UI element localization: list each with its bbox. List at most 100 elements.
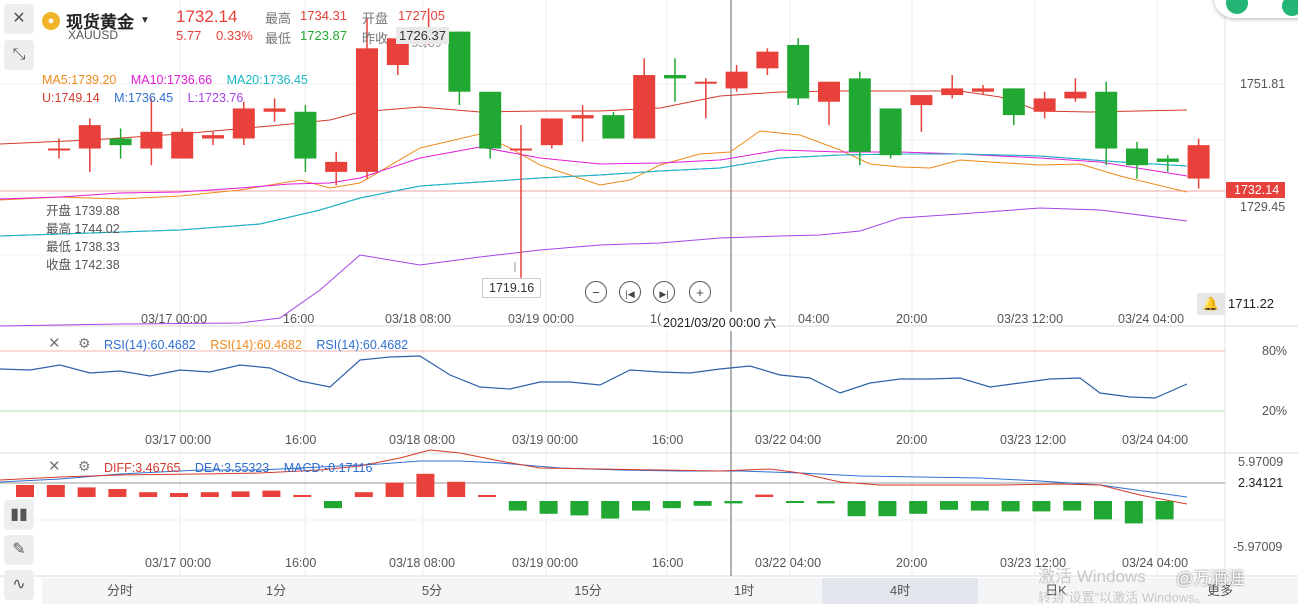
candle-body[interactable] bbox=[602, 115, 625, 139]
candle-body[interactable] bbox=[941, 88, 964, 96]
macd-bar bbox=[46, 485, 65, 497]
candle-body[interactable] bbox=[972, 88, 994, 92]
macd-bar bbox=[940, 501, 958, 510]
candle-body[interactable] bbox=[633, 75, 656, 139]
draw-tool-button[interactable]: ✎ bbox=[4, 535, 34, 565]
indicator-button[interactable]: ∿ bbox=[4, 570, 34, 600]
rsi-close-icon[interactable]: ✕ bbox=[48, 335, 61, 352]
close-icon: ✕ bbox=[12, 10, 26, 27]
low-value: 1723.87 bbox=[300, 28, 347, 43]
rsi-settings-icon[interactable]: ⚙ bbox=[78, 335, 91, 351]
zoom-in-icon: + bbox=[696, 285, 704, 300]
timeframe-4h[interactable]: 4时 bbox=[822, 578, 978, 604]
ma20-line bbox=[0, 153, 1188, 237]
collapse-icon: ⤡ bbox=[12, 46, 26, 63]
time-label: 03/17 00:00 bbox=[145, 556, 212, 570]
macd-axis-top: 5.97009 bbox=[1238, 455, 1284, 469]
symbol-code: XAUUSD bbox=[68, 28, 119, 42]
alert-button[interactable]: 🔔 bbox=[1197, 293, 1225, 315]
tooltip-open: 开盘 1739.88 bbox=[46, 204, 120, 218]
macd-axis-bottom: -5.97009 bbox=[1233, 540, 1283, 554]
timeframe-bar bbox=[42, 578, 1298, 604]
prev-close-label: 昨收 bbox=[362, 31, 389, 46]
candle-body[interactable] bbox=[540, 118, 563, 146]
time-label: 03/23 12:00 bbox=[1000, 433, 1067, 447]
tooltip-close: 收盘 1742.38 bbox=[46, 258, 120, 272]
candle-body[interactable] bbox=[232, 108, 255, 139]
macd-bar bbox=[1032, 501, 1051, 512]
rsi-level-low: 20% bbox=[1262, 404, 1288, 418]
close-button[interactable]: ✕ bbox=[4, 4, 34, 34]
zoom-in-button[interactable]: + bbox=[689, 281, 711, 303]
collapse-button[interactable]: ⤡ bbox=[4, 40, 34, 70]
candle-body[interactable] bbox=[1156, 158, 1179, 162]
time-label: 20:00 bbox=[896, 312, 928, 326]
candle-body[interactable] bbox=[356, 48, 378, 172]
candle-body[interactable] bbox=[1187, 145, 1210, 179]
widget-badge-icon bbox=[1282, 0, 1298, 16]
macd-close-icon[interactable]: ✕ bbox=[48, 458, 61, 475]
macd-bar bbox=[139, 492, 158, 497]
floating-widget[interactable] bbox=[1214, 0, 1298, 18]
candle-body[interactable] bbox=[910, 95, 933, 106]
candle-body[interactable] bbox=[263, 108, 286, 112]
macd-bar bbox=[601, 501, 620, 519]
candle-body[interactable] bbox=[479, 91, 502, 149]
candle-body[interactable] bbox=[325, 161, 348, 172]
candle-body[interactable] bbox=[202, 135, 224, 139]
candle-body[interactable] bbox=[510, 148, 532, 151]
ma5-label: MA5:1739.20 bbox=[42, 73, 117, 87]
rsi-label-3: RSI(14):60.4682 bbox=[316, 338, 409, 352]
candle-body[interactable] bbox=[664, 75, 686, 79]
macd-bar bbox=[16, 485, 34, 497]
prev-button[interactable]: |◀ bbox=[619, 281, 641, 303]
macd-bar bbox=[293, 495, 312, 497]
candle-body[interactable] bbox=[448, 31, 471, 92]
candle-body[interactable] bbox=[1033, 98, 1056, 112]
candle-body[interactable] bbox=[756, 51, 779, 69]
candle-body[interactable] bbox=[571, 115, 594, 119]
timeframe-fenshi[interactable]: 分时 bbox=[106, 583, 133, 598]
candle-body[interactable] bbox=[818, 81, 840, 102]
candle-body[interactable] bbox=[1002, 88, 1025, 116]
timeframe-5m[interactable]: 5分 bbox=[421, 583, 443, 598]
ma20-label: MA20:1736.45 bbox=[226, 73, 308, 87]
candle-body[interactable] bbox=[78, 125, 101, 149]
candle-style-button[interactable]: ▮▮ bbox=[4, 500, 34, 530]
candle-body[interactable] bbox=[725, 71, 748, 89]
zoom-out-icon: − bbox=[592, 285, 600, 300]
timeframe-1m[interactable]: 1分 bbox=[265, 583, 287, 598]
candle-body[interactable] bbox=[694, 81, 717, 84]
macd-bar bbox=[262, 490, 281, 497]
symbol-selector[interactable]: ● 现货黄金 ▼ bbox=[42, 8, 150, 33]
macd-bar bbox=[1094, 501, 1112, 520]
candle-body[interactable] bbox=[294, 111, 317, 159]
next-button[interactable]: ▶| bbox=[653, 281, 675, 303]
zoom-out-button[interactable]: − bbox=[585, 281, 607, 303]
macd-settings-icon[interactable]: ⚙ bbox=[78, 458, 91, 474]
candle-body[interactable] bbox=[109, 138, 132, 146]
timeframe-15m[interactable]: 15分 bbox=[574, 583, 602, 598]
rsi-legend: RSI(14):60.4682 RSI(14):60.4682 RSI(14):… bbox=[104, 336, 418, 354]
current-price-tag: 1732.14 bbox=[1226, 182, 1286, 198]
rsi-level-high: 80% bbox=[1262, 344, 1288, 358]
candle-body[interactable] bbox=[48, 148, 70, 151]
candle-body[interactable] bbox=[1126, 148, 1148, 166]
macd-bar bbox=[693, 501, 712, 506]
candle-body[interactable] bbox=[879, 108, 902, 156]
candle-body[interactable] bbox=[1064, 91, 1087, 99]
macd-diff-line bbox=[0, 449, 1188, 505]
pen-icon: ✎ bbox=[12, 541, 26, 558]
timeframe-1h[interactable]: 1时 bbox=[733, 583, 755, 598]
boll-mid-line bbox=[0, 153, 1188, 237]
timeframe-daily[interactable]: 日K bbox=[1045, 583, 1067, 598]
candle-body[interactable] bbox=[171, 131, 194, 159]
candle-body[interactable] bbox=[386, 38, 409, 66]
candle-body[interactable] bbox=[1095, 91, 1118, 149]
candle-body[interactable] bbox=[848, 78, 871, 152]
candle-body[interactable] bbox=[140, 131, 163, 149]
timeframe-more[interactable]: 更多 bbox=[1206, 583, 1233, 598]
candle-body[interactable] bbox=[787, 44, 810, 99]
